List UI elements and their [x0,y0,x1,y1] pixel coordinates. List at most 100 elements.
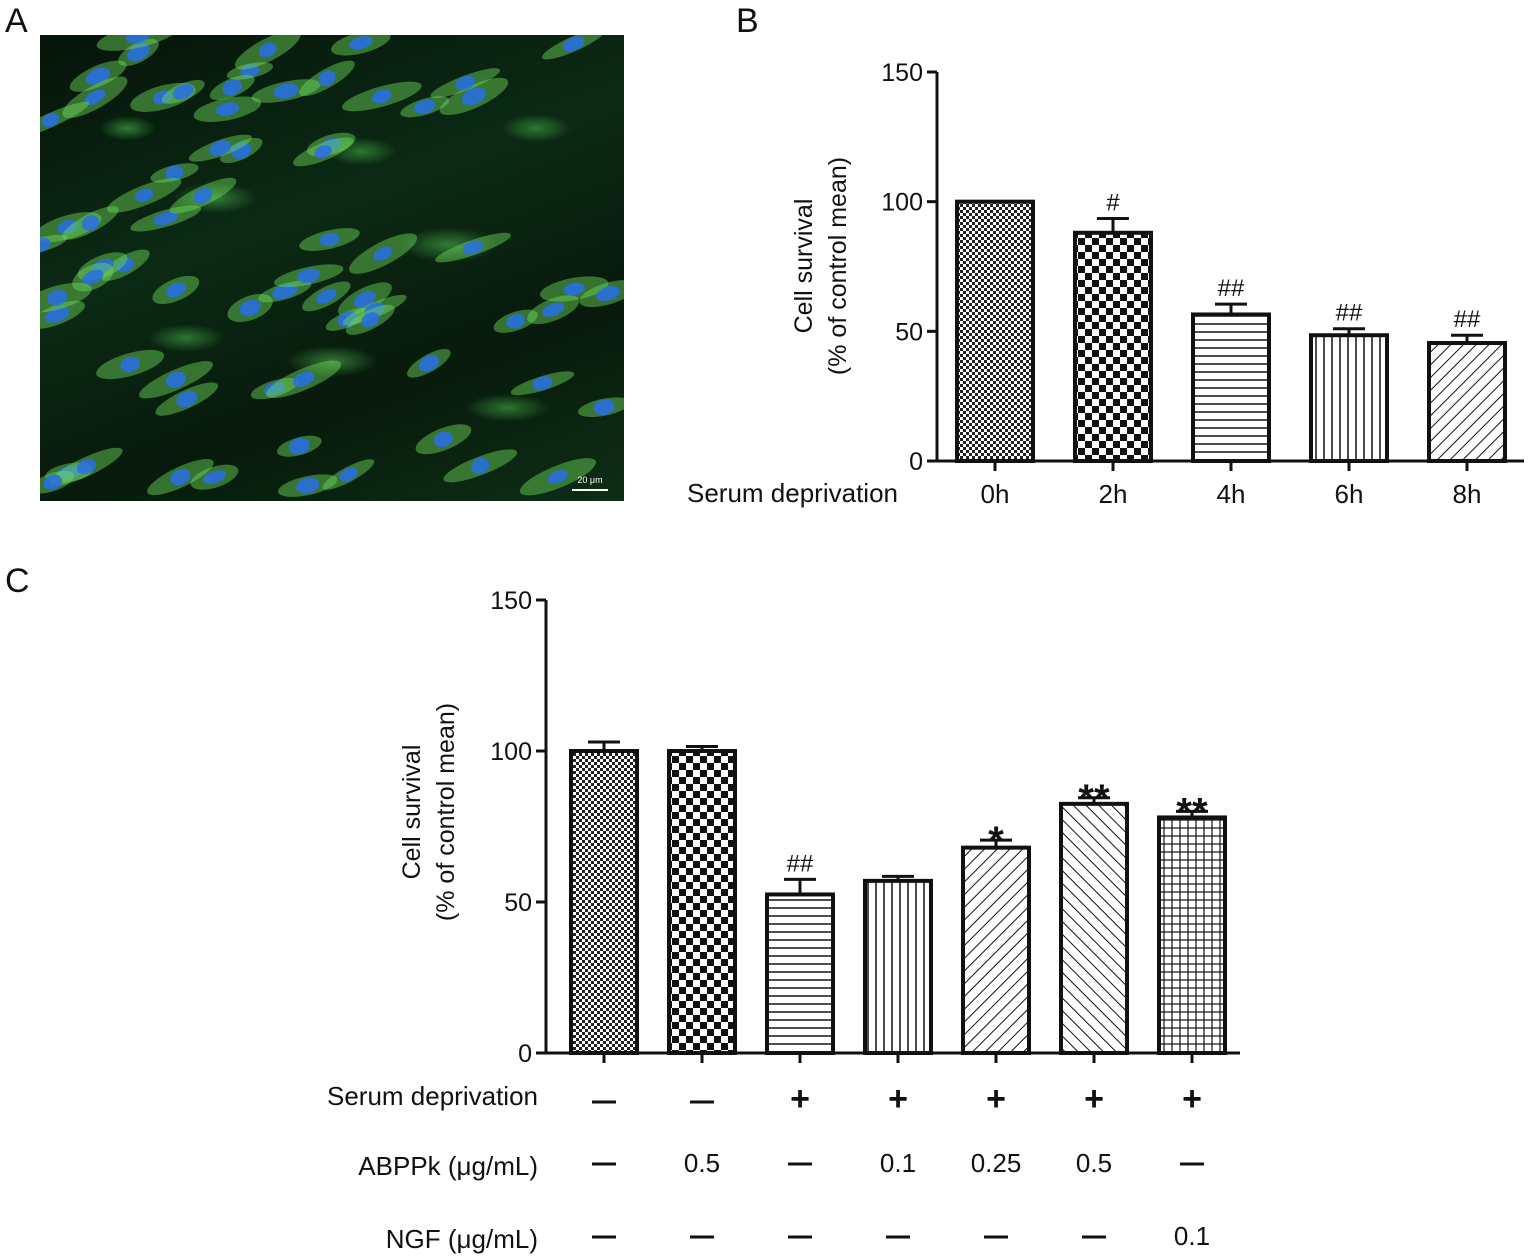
panel-label-a: A [5,2,28,40]
chart-c-condition-plus: + [790,1080,810,1118]
chart-b-significance-label: ## [1336,300,1363,327]
cell-nucleus [272,283,298,300]
cell-nucleus [170,468,191,486]
chart-b-category-label: 8h [1453,479,1482,509]
cell-nucleus [455,75,476,91]
cell-nucleus [84,89,106,106]
chart-b-row-label: Serum deprivation [687,478,898,508]
cell-nucleus [563,282,585,296]
cell-nucleus [461,87,487,106]
cell-nucleus [506,313,526,329]
chart-b-significance-label: ## [1454,306,1481,333]
chart-b-y-tick-label: 100 [881,189,923,217]
cell-nucleus [316,288,337,304]
cell-nucleus [40,237,51,253]
cell-nucleus [596,286,620,302]
chart-b-y-tick-label: 0 [909,448,923,476]
chart-b-category-label: 2h [1099,479,1128,509]
cell-nucleus [222,79,243,96]
cell-nucleus [314,145,332,159]
chart-b-category-label: 4h [1217,479,1246,509]
chart-b-significance-label: # [1106,190,1120,217]
cell-nucleus [349,36,373,50]
cell-nucleus [153,211,179,226]
cell-nucleus [296,477,320,494]
chart-c-y-tick-label: 100 [490,738,532,766]
cell-nucleus [318,70,336,87]
chart-b-bar [1309,333,1389,463]
cell-nucleus [273,83,299,99]
cell-nucleus [125,35,150,44]
cell-nucleus [172,84,194,100]
chart-b-y-tick-label: 50 [895,318,923,346]
cell-nucleus [353,290,377,308]
chart-c-bar [765,892,835,1056]
cell-nucleus [120,356,140,373]
chart-b-category-label: 6h [1335,479,1364,509]
chart-c-condition-plus: + [888,1080,908,1118]
chart-c-significance-label: ** [1078,777,1110,821]
chart-c-row-label-ngf: NGF (μg/mL) [386,1224,538,1254]
cell-nucleus [165,165,184,181]
cell-nucleus [292,371,315,387]
cell-nucleus [82,269,104,285]
chart-c-condition-plus: + [1182,1080,1202,1118]
chart-b-bar [1191,312,1271,463]
cell-nucleus [259,42,277,58]
cell-nucleus [296,268,321,283]
chart-c-bar [667,749,737,1055]
cell-nucleus [43,474,63,490]
cell-nucleus [434,431,453,448]
cell-nucleus [153,90,173,105]
cell-nucleus [47,289,68,306]
cell-nucleus [165,371,187,389]
chart-c-condition-value: 0.1 [1174,1221,1210,1251]
cell-nucleus [371,89,392,104]
chart-c-bar [569,749,639,1055]
cell-nucleus [203,470,226,484]
chart-c-significance-label: ## [787,850,814,877]
chart-c-ylabel-line2: (% of control mean) [432,703,460,921]
cell-nucleus [176,390,198,408]
cell-nucleus [77,458,97,475]
chart-b-significance-label: ## [1218,275,1245,302]
cell-nucleus [239,299,261,317]
chart-c-y-tick-label: 50 [504,889,532,917]
cell-nucleus [339,467,358,482]
cell-nucleus [193,187,213,204]
chart-c-y-tick-label: 150 [490,587,532,615]
cell-nucleus [85,67,111,85]
chart-b-category-label: 0h [981,479,1010,509]
cell-nucleus [547,469,569,484]
chart-c-bar [961,845,1031,1056]
cell-nucleus [165,282,186,298]
scale-bar-label: 20 μm [577,475,602,485]
chart-b-ylabel: Cell survival (% of control mean) [790,157,852,375]
cell-nucleus [57,219,78,235]
chart-c-bar [863,878,933,1055]
cell-overlay: 20 μm [40,35,624,497]
cell-nucleus [135,188,154,203]
fluorescence-micrograph: 20 μm [40,35,624,501]
chart-c-condition-value: 0.5 [684,1148,720,1178]
cell-nucleus [127,43,150,62]
chart-c-ylabel: Cell survival (% of control mean) [398,703,460,921]
chart-c-ylabel-line1: Cell survival [398,745,426,880]
cell-nucleus [56,465,82,480]
chart-c-bar [1059,801,1129,1055]
panel-label-c: C [5,562,30,600]
cell-nucleus [215,102,240,117]
cell-nucleus [413,99,436,114]
cell-nucleus [542,302,565,317]
chart-c: 0 50 100 150 0.5 ## + +0.1 * +0.25 ** +0.5 ** +0.1 [490,587,1240,1251]
cell-nucleus [471,457,490,474]
chart-b-ylabel-line2: (% of control mean) [824,157,852,375]
cell-nucleus [264,381,286,396]
cell-nucleus [41,113,60,128]
chart-b: 0 50 100 150 0h #2h ## 4h ## 6h ## 8h [881,59,1524,509]
cell-nucleus [45,306,70,323]
chart-c-row-label-abppk: ABPPk (μg/mL) [358,1151,538,1181]
cell-nucleus [373,246,393,261]
cell-nucleus [81,215,100,231]
